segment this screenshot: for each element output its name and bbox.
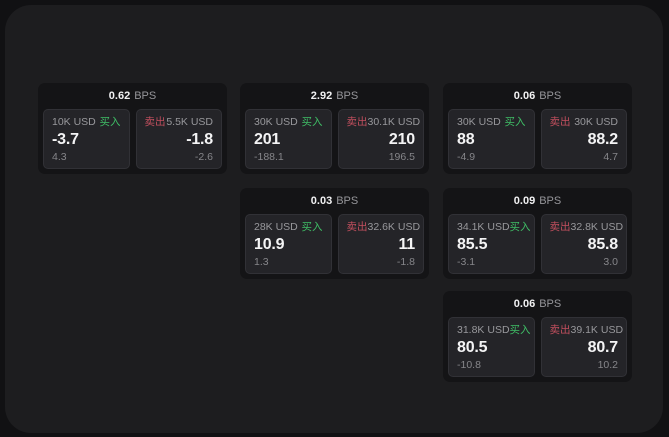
- buy-price: 201: [254, 131, 281, 148]
- buy-price: 85.5: [457, 236, 488, 253]
- sell-change: 4.7: [603, 151, 618, 163]
- buy-amount: 30K USD: [457, 116, 501, 128]
- buy-tag: 买入: [301, 221, 323, 233]
- sell-tag: 卖出: [549, 221, 571, 233]
- buy-change: -188.1: [254, 151, 284, 163]
- quote-card: 0.06 BPS 31.8K USD 买入 80.5 -10.8 卖出 39.1…: [443, 291, 632, 382]
- sell-amount: 5.5K USD: [166, 116, 213, 128]
- bps-value: 0.03: [310, 195, 333, 207]
- sell-price: 80.7: [587, 339, 619, 356]
- buy-price: 88: [457, 131, 475, 148]
- buy-pane[interactable]: 30K USD 买入 88 -4.9: [448, 109, 535, 169]
- bps-value: 2.92: [310, 90, 333, 102]
- buy-tag: 买入: [301, 116, 323, 128]
- panes: 30K USD 买入 88 -4.9 卖出 30K USD 88.2 4.7: [443, 109, 632, 174]
- sell-tag: 卖出: [346, 221, 368, 233]
- bps-value: 0.09: [513, 195, 536, 207]
- sell-amount: 32.6K USD: [367, 221, 421, 233]
- bps-value: 0.06: [513, 90, 536, 102]
- sell-price: 88.2: [587, 131, 619, 148]
- sell-pane[interactable]: 卖出 30.1K USD 210 196.5: [337, 109, 424, 169]
- card-header: 0.06 BPS: [443, 83, 632, 109]
- sell-tag: 卖出: [144, 116, 166, 128]
- quote-card: 0.09 BPS 34.1K USD 买入 85.5 -3.1 卖出 32.8K…: [443, 188, 632, 279]
- buy-price: 10.9: [254, 236, 285, 253]
- buy-change: 1.3: [254, 256, 269, 268]
- buy-pane[interactable]: 31.8K USD 买入 80.5 -10.8: [448, 317, 535, 377]
- quote-card: 0.03 BPS 28K USD 买入 10.9 1.3 卖出 32.6K US…: [240, 188, 429, 279]
- sell-amount: 32.8K USD: [570, 221, 624, 233]
- buy-pane[interactable]: 30K USD 买入 201 -188.1: [245, 109, 332, 169]
- panes: 31.8K USD 买入 80.5 -10.8 卖出 39.1K USD 80.…: [443, 317, 632, 382]
- bps-unit: BPS: [134, 90, 157, 102]
- bps-value: 0.62: [108, 90, 131, 102]
- buy-change: -3.1: [457, 256, 476, 268]
- quote-card: 0.06 BPS 30K USD 买入 88 -4.9 卖出 30K USD 8…: [443, 83, 632, 174]
- sell-pane[interactable]: 卖出 5.5K USD -1.8 -2.6: [135, 109, 222, 169]
- sell-change: -2.6: [194, 151, 213, 163]
- bps-unit: BPS: [539, 195, 562, 207]
- buy-tag: 买入: [509, 221, 531, 233]
- buy-change: -10.8: [457, 359, 481, 371]
- card-header: 0.03 BPS: [240, 188, 429, 214]
- panes: 10K USD 买入 -3.7 4.3 卖出 5.5K USD -1.8 -2.…: [38, 109, 227, 174]
- buy-pane[interactable]: 28K USD 买入 10.9 1.3: [245, 214, 332, 274]
- quote-card: 0.62 BPS 10K USD 买入 -3.7 4.3 卖出 5.5K USD…: [38, 83, 227, 174]
- sell-pane[interactable]: 卖出 30K USD 88.2 4.7: [540, 109, 627, 169]
- sell-tag: 卖出: [346, 116, 368, 128]
- buy-change: 4.3: [52, 151, 67, 163]
- sell-change: 10.2: [597, 359, 618, 371]
- sell-amount: 30.1K USD: [367, 116, 421, 128]
- bps-unit: BPS: [539, 298, 562, 310]
- sell-amount: 30K USD: [574, 116, 618, 128]
- bps-unit: BPS: [539, 90, 562, 102]
- buy-pane[interactable]: 34.1K USD 买入 85.5 -3.1: [448, 214, 535, 274]
- buy-tag: 买入: [504, 116, 526, 128]
- sell-tag: 卖出: [549, 116, 571, 128]
- buy-amount: 31.8K USD: [457, 324, 510, 336]
- quote-card: 2.92 BPS 30K USD 买入 201 -188.1 卖出 30.1K …: [240, 83, 429, 174]
- card-header: 0.06 BPS: [443, 291, 632, 317]
- card-header: 0.09 BPS: [443, 188, 632, 214]
- buy-amount: 30K USD: [254, 116, 298, 128]
- bps-value: 0.06: [513, 298, 536, 310]
- buy-change: -4.9: [457, 151, 476, 163]
- sell-change: 196.5: [388, 151, 415, 163]
- card-header: 2.92 BPS: [240, 83, 429, 109]
- panes: 34.1K USD 买入 85.5 -3.1 卖出 32.8K USD 85.8…: [443, 214, 632, 279]
- buy-tag: 买入: [99, 116, 121, 128]
- buy-price: -3.7: [52, 131, 79, 148]
- sell-price: 210: [388, 131, 415, 148]
- buy-tag: 买入: [509, 324, 531, 336]
- sell-pane[interactable]: 卖出 39.1K USD 80.7 10.2: [540, 317, 627, 377]
- sell-pane[interactable]: 卖出 32.8K USD 85.8 3.0: [540, 214, 627, 274]
- card-header: 0.62 BPS: [38, 83, 227, 109]
- buy-amount: 34.1K USD: [457, 221, 510, 233]
- bps-unit: BPS: [336, 90, 359, 102]
- sell-pane[interactable]: 卖出 32.6K USD 11 -1.8: [337, 214, 424, 274]
- sell-price: 85.8: [587, 236, 619, 253]
- sell-change: -1.8: [396, 256, 415, 268]
- panes: 30K USD 买入 201 -188.1 卖出 30.1K USD 210 1…: [240, 109, 429, 174]
- buy-pane[interactable]: 10K USD 买入 -3.7 4.3: [43, 109, 130, 169]
- sell-tag: 卖出: [549, 324, 571, 336]
- buy-amount: 10K USD: [52, 116, 96, 128]
- buy-price: 80.5: [457, 339, 488, 356]
- sell-price: 11: [398, 236, 415, 253]
- panes: 28K USD 买入 10.9 1.3 卖出 32.6K USD 11 -1.8: [240, 214, 429, 279]
- main-panel: 0.62 BPS 10K USD 买入 -3.7 4.3 卖出 5.5K USD…: [5, 5, 663, 433]
- buy-amount: 28K USD: [254, 221, 298, 233]
- bps-unit: BPS: [336, 195, 359, 207]
- sell-amount: 39.1K USD: [570, 324, 624, 336]
- sell-price: -1.8: [186, 131, 213, 148]
- sell-change: 3.0: [603, 256, 618, 268]
